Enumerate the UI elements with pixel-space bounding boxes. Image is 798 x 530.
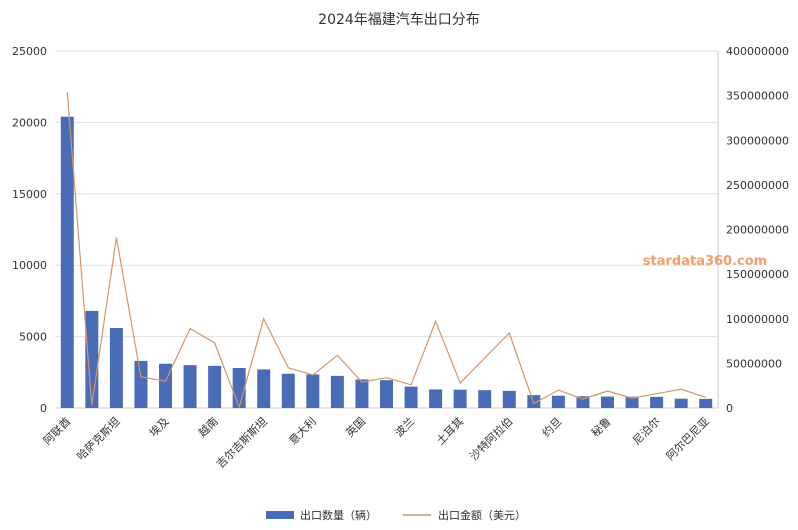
bar (134, 360, 148, 408)
left-tick-label: 5000 (19, 331, 47, 344)
bar (306, 374, 320, 408)
bar (650, 396, 664, 408)
legend-bar-swatch (266, 511, 294, 519)
left-axis-ticks: 0 5000 10000 15000 20000 25000 (12, 45, 47, 415)
x-tick-label: 吉尔吉斯斯坦 (213, 414, 270, 471)
bar (404, 386, 418, 408)
bar (478, 390, 492, 408)
bar (109, 328, 123, 408)
legend-bar-label: 出口数量（辆） (300, 508, 377, 522)
right-tick-label: 350000000 (726, 90, 789, 103)
x-tick-label: 沙特阿拉伯 (467, 414, 516, 463)
bar (527, 395, 541, 408)
amount-line (66, 92, 706, 410)
x-tick-label: 意大利 (286, 414, 319, 447)
left-tick-label: 15000 (12, 188, 47, 201)
bar (674, 398, 688, 408)
bar (355, 379, 369, 408)
bar (502, 390, 516, 408)
x-tick-label: 英国 (343, 414, 368, 439)
bar (699, 398, 713, 408)
right-tick-label: 300000000 (726, 134, 789, 147)
x-tick-label: 阿尔巴尼亚 (664, 415, 712, 463)
bar (60, 116, 74, 409)
x-tick-label: 土耳其 (434, 415, 467, 448)
watermark: stardata360.com (643, 254, 767, 269)
bar (281, 373, 295, 408)
left-tick-label: 10000 (12, 259, 47, 272)
bar (429, 389, 443, 408)
bar (551, 395, 565, 408)
chart-title: 2024年福建汽车出口分布 (318, 11, 480, 28)
left-tick-label: 25000 (12, 45, 47, 58)
legend-line-label: 出口金额（美元） (438, 508, 526, 522)
bar (208, 365, 222, 408)
right-tick-label: 150000000 (726, 268, 789, 281)
x-tick-label: 尼泊尔 (630, 415, 663, 448)
x-tick-label: 约旦 (540, 415, 565, 440)
left-tick-label: 0 (40, 402, 47, 415)
x-tick-label: 秘鲁 (588, 414, 613, 439)
right-tick-label: 0 (726, 402, 733, 415)
legend: 出口数量（辆） 出口金额（美元） (266, 508, 526, 522)
right-tick-label: 400000000 (726, 45, 789, 58)
right-tick-label: 100000000 (726, 313, 789, 326)
bar (257, 369, 271, 408)
bar (232, 368, 246, 408)
bar (576, 396, 590, 408)
x-tick-label: 阿联酋 (40, 414, 73, 447)
grid-lines (55, 50, 718, 338)
right-tick-label: 250000000 (726, 179, 789, 192)
x-tick-label: 哈萨克斯坦 (74, 414, 123, 463)
bar (85, 310, 99, 408)
bar (625, 396, 639, 408)
x-tick-label: 波兰 (392, 415, 417, 440)
left-tick-label: 20000 (12, 116, 47, 129)
bar (380, 380, 393, 408)
line-series (66, 92, 706, 410)
x-tick-label: 越南 (195, 414, 220, 439)
right-axis-ticks: 0 50000000 100000000 150000000 200000000 2500… (726, 45, 789, 415)
bar (453, 389, 467, 408)
right-tick-label: 200000000 (726, 224, 789, 237)
axes (55, 51, 719, 409)
right-tick-label: 50000000 (726, 357, 782, 370)
bar (601, 396, 614, 408)
bar (330, 375, 344, 408)
bar (183, 365, 197, 408)
bar-series (60, 116, 713, 409)
x-tick-label: 埃及 (146, 414, 171, 439)
